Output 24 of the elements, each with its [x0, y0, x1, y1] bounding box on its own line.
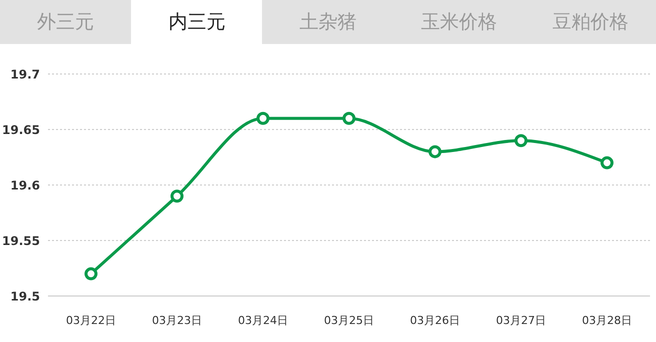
y-tick-label: 19.6: [10, 178, 40, 192]
text: 土杂猪: [298, 10, 358, 35]
y-tick-label: 19.55: [2, 234, 40, 248]
text: 豆粕价格: [551, 10, 630, 35]
point: [84, 267, 98, 280]
point: [600, 156, 614, 170]
y-tick-label: 19.7: [10, 67, 40, 82]
x-tick-label: 03月28日: [582, 314, 632, 327]
y-tick-label: 19.5: [10, 289, 40, 304]
text: 玉米价格: [420, 10, 498, 35]
point: [514, 134, 528, 148]
y-tick-label: 19.65: [2, 122, 40, 137]
x-tick-label: 03月22日: [66, 314, 116, 327]
x-tick-label: 03月26日: [410, 314, 460, 327]
text: 外三元: [36, 10, 96, 35]
x-tick-label: 03月23日: [152, 314, 202, 327]
x-tick-label: 03月25日: [324, 314, 374, 327]
x-tick-label: 03月24日: [238, 314, 288, 327]
x-tick-label: 03月27日: [496, 314, 546, 327]
point: [428, 145, 442, 158]
point: [170, 190, 184, 203]
point: [342, 112, 356, 125]
point: [256, 112, 270, 125]
text: 内三元: [131, 0, 262, 44]
